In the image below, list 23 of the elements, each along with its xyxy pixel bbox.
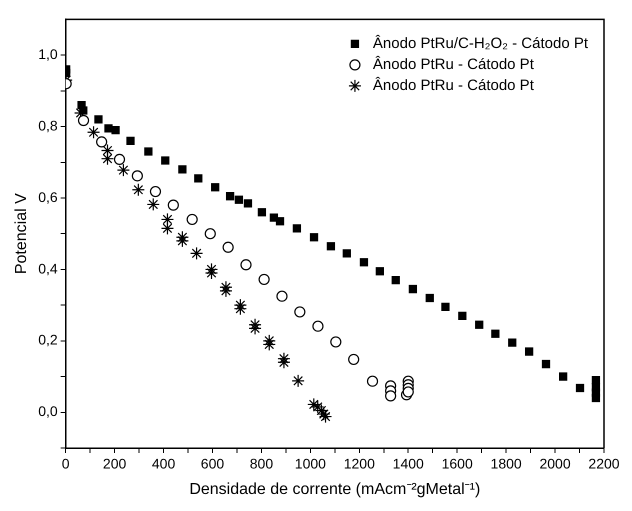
x-tick-label: 1000 (294, 455, 326, 472)
y-tick-label: 0,0 (38, 403, 58, 420)
x-tick-label: 400 (152, 455, 176, 472)
legend-label: Ânodo PtRu - Cátodo Pt (372, 76, 535, 94)
x-tick-label: 0 (62, 455, 70, 472)
legend-label: Ânodo PtRu - Cátodo Pt (372, 55, 535, 74)
x-tick-label: 1400 (392, 455, 424, 472)
legend-label: Ânodo PtRu/C-H₂O₂ - Cátodo Pt (372, 34, 589, 52)
x-tick-label: 200 (102, 455, 126, 472)
y-tick-label: 0,6 (38, 188, 58, 205)
y-axis-title: Potencial V (13, 192, 30, 274)
y-tick-label: 1,0 (38, 46, 58, 62)
x-tick-label: 2000 (539, 455, 571, 472)
x-axis-title: Densidade de corrente (mAcm⁻²gMetal⁻¹) (189, 480, 480, 498)
x-tick-label: 2200 (588, 455, 620, 472)
x-tick-label: 1600 (442, 455, 473, 472)
x-tick-label: 1800 (490, 455, 522, 472)
y-tick-label: 0,4 (38, 260, 58, 276)
x-tick-label: 600 (200, 455, 224, 472)
y-tick-label: 0,8 (38, 117, 58, 134)
x-tick-label: 800 (250, 455, 274, 472)
y-tick-label: 0,2 (38, 332, 58, 348)
x-tick-label: 1200 (344, 455, 376, 472)
